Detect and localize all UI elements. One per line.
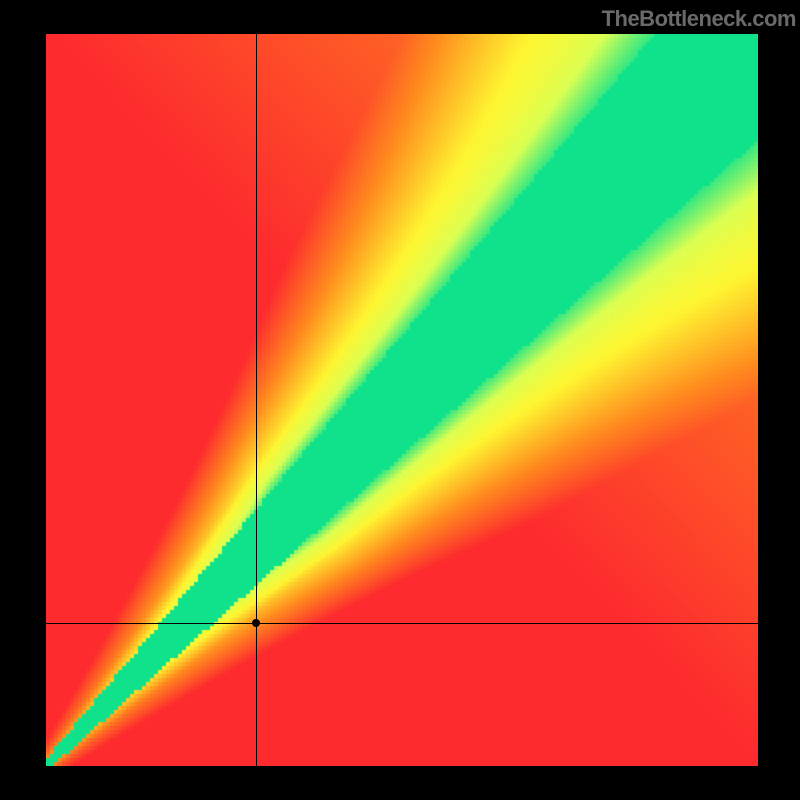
crosshair-horizontal xyxy=(46,623,758,624)
crosshair-vertical xyxy=(256,34,257,766)
chart-container: TheBottleneck.com xyxy=(0,0,800,800)
heatmap-canvas xyxy=(46,34,758,766)
watermark-text: TheBottleneck.com xyxy=(602,6,796,32)
heatmap-plot xyxy=(46,34,758,766)
